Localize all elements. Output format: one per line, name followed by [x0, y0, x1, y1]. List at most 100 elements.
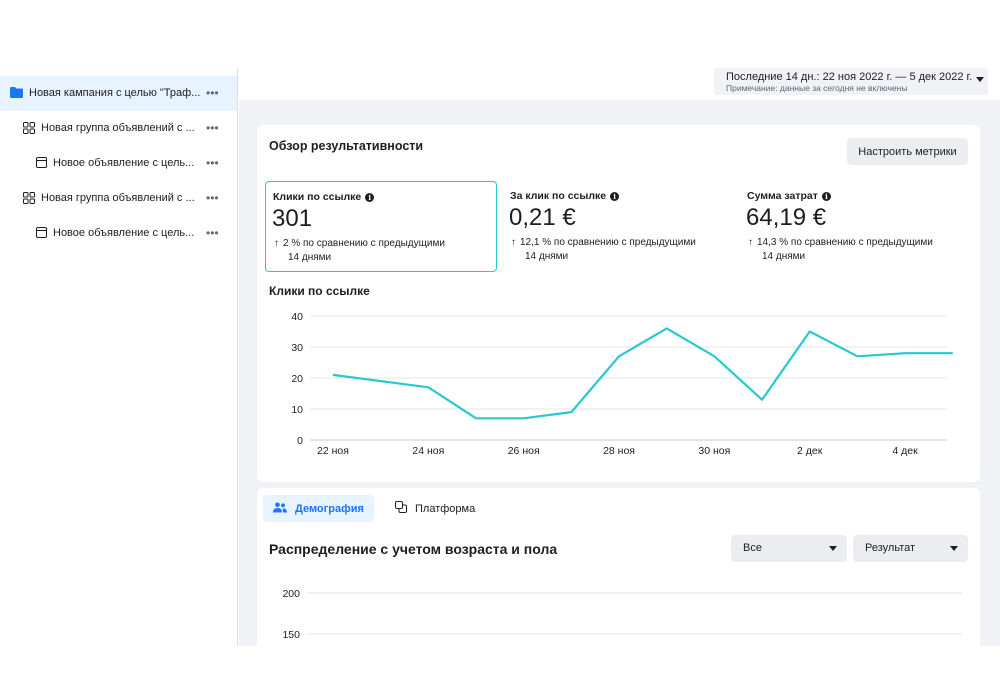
data-point[interactable] [760, 397, 765, 402]
metric-title-text: Клики по ссылке [273, 191, 362, 203]
tab-platform[interactable]: Платформа [385, 495, 485, 522]
tree-item-adset-2[interactable]: Новая группа объявлений с ... ••• [0, 181, 237, 216]
metric-change: ↑ 2 % по сравнению с предыдущими 14 днями [274, 237, 494, 265]
x-tick-label: 4 дек [892, 445, 918, 457]
y-tick-label: 20 [291, 373, 303, 385]
arrow-up-icon: ↑ [748, 237, 753, 248]
more-options-icon[interactable]: ••• [206, 156, 219, 170]
metric-value: 64,19 € [746, 204, 827, 231]
metric-change-period: 14 днями [762, 251, 806, 262]
metric-change-text: 2 % по сравнению с предыдущими [283, 238, 445, 249]
metric-value: 0,21 € [509, 204, 576, 231]
metric-link-clicks[interactable]: Клики по ссылке i 301 ↑ 2 % по сравнению … [265, 181, 497, 272]
tree-item-ad-2[interactable]: Новое объявление с цель... ••• [0, 216, 237, 251]
metric-change: ↑ 12,1 % по сравнению с предыдущими 14 дн… [511, 236, 731, 264]
date-range-label: Последние 14 дн.: 22 ноя 2022 г. — 5 дек… [726, 71, 973, 83]
grid-icon [23, 122, 35, 134]
more-options-icon[interactable]: ••• [206, 86, 219, 100]
x-tick-label: 30 ноя [698, 445, 730, 457]
data-point[interactable] [664, 326, 669, 331]
tab-label: Платформа [415, 502, 476, 515]
y-tick-label: 10 [291, 404, 303, 416]
tree-item-label: Новая группа объявлений с ... [41, 122, 195, 134]
date-range-picker[interactable]: Последние 14 дн.: 22 ноя 2022 г. — 5 дек… [714, 68, 988, 95]
date-range-note: Примечание: данные за сегодня не включен… [726, 83, 908, 93]
breakdown-card: Демография Платформа Распределение с уче… [257, 488, 980, 658]
ad-icon [36, 227, 47, 238]
chevron-down-icon [829, 546, 837, 551]
info-icon[interactable]: i [365, 192, 375, 202]
select-value: Результат [865, 542, 916, 554]
y-tick-label: 30 [291, 342, 303, 354]
arrow-up-icon: ↑ [511, 237, 516, 248]
performance-overview-card: Обзор результативности Настроить метрики… [257, 125, 980, 482]
tree-item-campaign[interactable]: Новая кампания с целью "Траф... ••• [0, 76, 237, 111]
section-title: Распределение с учетом возраста и пола [269, 541, 558, 557]
age-gender-chart: 200 150 [282, 588, 962, 641]
metric-title: Сумма затрат i [747, 190, 831, 202]
x-tick-label: 28 ноя [603, 445, 635, 457]
tree-item-label: Новое объявление с цель... [53, 227, 195, 239]
tree-item-ad-1[interactable]: Новое объявление с цель... ••• [0, 146, 237, 181]
data-point[interactable] [378, 379, 383, 384]
data-point[interactable] [807, 329, 812, 334]
chevron-down-icon [976, 77, 984, 82]
metric-title: Клики по ссылке i [273, 191, 375, 203]
chart-title: Клики по ссылке [269, 284, 370, 298]
data-point[interactable] [569, 410, 574, 415]
metric-change: ↑ 14,3 % по сравнению с предыдущими 14 дн… [748, 236, 968, 264]
series-line[interactable] [332, 327, 953, 420]
overview-title: Обзор результативности [269, 139, 424, 153]
y-tick-label: 200 [282, 588, 300, 600]
arrow-up-icon: ↑ [274, 238, 279, 249]
x-tick-label: 2 дек [797, 445, 823, 457]
ad-icon [36, 157, 47, 168]
more-options-icon[interactable]: ••• [206, 226, 219, 240]
tree-item-label: Новая группа объявлений с ... [41, 192, 195, 204]
link-clicks-chart: 0 10 20 30 40 22 ноя 24 ноя 26 ноя 28 ноя 30 ноя 2… [291, 311, 955, 457]
metric-change-text: 12,1 % по сравнению с предыдущими [520, 237, 696, 248]
data-point[interactable] [331, 372, 336, 377]
chevron-down-icon [950, 546, 958, 551]
tab-label: Демография [295, 502, 364, 515]
configure-metrics-button[interactable]: Настроить метрики [847, 138, 968, 165]
data-point[interactable] [617, 354, 622, 359]
x-tick-label: 26 ноя [508, 445, 540, 457]
x-tick-label: 22 ноя [317, 445, 349, 457]
metric-title: За клик по ссылке i [510, 190, 620, 202]
campaign-tree: Новая кампания с целью "Траф... ••• Нова… [0, 68, 238, 646]
tree-item-adset-1[interactable]: Новая группа объявлений с ... ••• [0, 111, 237, 146]
metric-title-text: Сумма затрат [747, 190, 818, 202]
metric-select-result[interactable]: Результат [853, 535, 968, 562]
metric-change-period: 14 днями [288, 252, 332, 263]
metric-change-period: 14 днями [525, 251, 569, 262]
platform-icon [395, 501, 407, 516]
data-point[interactable] [903, 351, 908, 356]
more-options-icon[interactable]: ••• [206, 121, 219, 135]
select-value: Все [743, 542, 762, 554]
people-icon [273, 502, 287, 516]
data-point[interactable] [426, 385, 431, 390]
more-options-icon[interactable]: ••• [206, 191, 219, 205]
filter-select-all[interactable]: Все [731, 535, 847, 562]
info-icon[interactable]: i [821, 191, 831, 201]
metric-change-text: 14,3 % по сравнению с предыдущими [757, 237, 933, 248]
metric-cost-per-click[interactable]: За клик по ссылке i 0,21 € ↑ 12,1 % по ср… [503, 181, 735, 272]
metric-value: 301 [272, 205, 313, 232]
y-tick-label: 150 [282, 629, 300, 641]
data-point[interactable] [712, 354, 717, 359]
y-tick-label: 40 [291, 311, 303, 323]
tab-demographics[interactable]: Демография [263, 495, 374, 522]
tree-item-label: Новое объявление с цель... [53, 157, 195, 169]
data-point[interactable] [950, 351, 955, 356]
data-point[interactable] [474, 416, 479, 421]
metric-title-text: За клик по ссылке [510, 190, 607, 202]
folder-icon [10, 87, 23, 98]
metric-amount-spent[interactable]: Сумма затрат i 64,19 € ↑ 14,3 % по сравне… [740, 181, 972, 272]
data-point[interactable] [521, 416, 526, 421]
data-point[interactable] [855, 354, 860, 359]
tree-item-label: Новая кампания с целью "Траф... [29, 87, 201, 99]
info-icon[interactable]: i [610, 191, 620, 201]
y-tick-label: 0 [297, 435, 303, 447]
